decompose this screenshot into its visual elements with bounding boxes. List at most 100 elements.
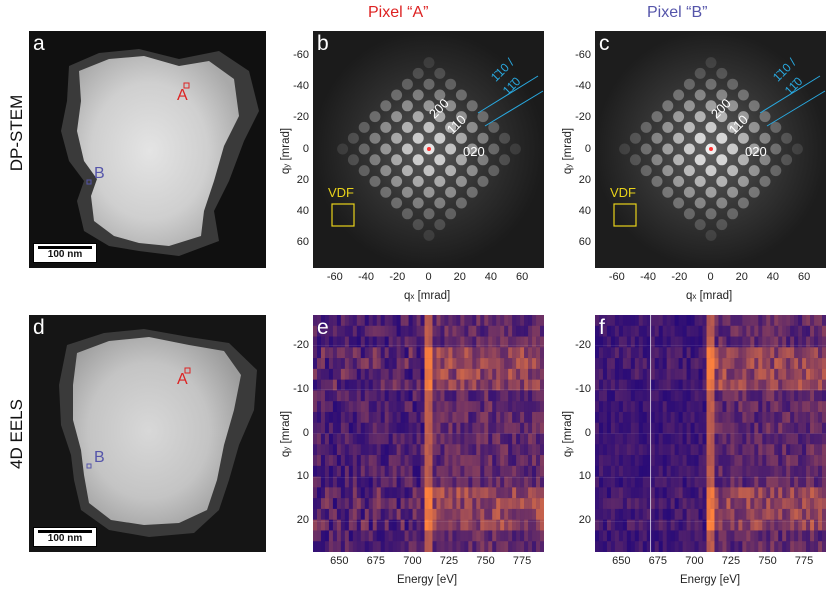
x-tick-label: -60 (608, 271, 625, 283)
x-tick-label: 700 (685, 555, 704, 567)
diffraction-spot (445, 143, 457, 155)
diffraction-spot (727, 208, 739, 220)
diffraction-spot (391, 111, 403, 123)
diffraction-spot (651, 111, 663, 123)
diffraction-spot (412, 132, 424, 144)
panel-letter-f: f (599, 316, 605, 339)
y-tick-label: 0 (584, 426, 591, 439)
y-tick-label: 0 (302, 426, 309, 439)
diffraction-spot (694, 197, 706, 209)
row-label-dp-stem: DP-STEM (7, 94, 26, 172)
scalebar: 100 nm (33, 243, 97, 263)
diffraction-spot (358, 165, 370, 177)
spot-label-020: 020 (745, 144, 767, 159)
diffraction-spot (488, 143, 500, 155)
diffraction-spot (477, 111, 489, 123)
diffraction-spot (737, 132, 749, 144)
diffraction-spot (477, 175, 489, 187)
diffraction-spot (445, 165, 457, 177)
x-tick-label: 675 (648, 555, 668, 567)
x-tick-label: 650 (612, 555, 631, 567)
diffraction-spot (423, 229, 435, 241)
x-tick-label: -40 (358, 271, 375, 283)
diffraction-spot (434, 111, 446, 123)
point-a-label: A (177, 87, 188, 104)
diffraction-spot (347, 154, 359, 166)
vdf-label: VDF (328, 185, 354, 200)
y-tick-label: 0 (302, 142, 309, 155)
diffraction-spot (380, 100, 392, 112)
panel-letter-a: a (33, 32, 45, 55)
diffraction-spot (662, 121, 674, 133)
diffraction-spot (759, 175, 771, 187)
diffraction-spot (694, 89, 706, 101)
diffraction-spot (455, 197, 467, 209)
diffraction-spot (445, 186, 457, 198)
diffraction-spot (488, 165, 500, 177)
panel-letter-c: c (599, 32, 610, 55)
x-tick-label: 750 (758, 555, 777, 567)
diffraction-spot (683, 100, 695, 112)
x-tick-label: -20 (389, 271, 406, 283)
diffraction-spot (770, 121, 782, 133)
y-tick-label: -60 (575, 48, 591, 61)
diffraction-spot (434, 154, 446, 166)
panel-b-diffraction: b 200 110 020 1̄10 / 11̄0 VDF (313, 31, 544, 268)
diffraction-spot (770, 165, 782, 177)
diffraction-spot (499, 154, 511, 166)
diffraction-spot (683, 121, 695, 133)
diffraction-spot (640, 143, 652, 155)
diffraction-spot (748, 165, 760, 177)
diffraction-spot (434, 197, 446, 209)
diffraction-spot (488, 121, 500, 133)
diffraction-spot (466, 186, 478, 198)
diffraction-spot (391, 89, 403, 101)
diffraction-spot (673, 132, 685, 144)
diffraction-spot (445, 100, 457, 112)
y-tick-label: 10 (578, 470, 591, 483)
spot-label-020: 020 (463, 144, 485, 159)
diffraction-spot (737, 111, 749, 123)
diffraction-spot (380, 186, 392, 198)
diffraction-spot (727, 78, 739, 90)
diffraction-spot (683, 208, 695, 220)
diffraction-spot (629, 132, 641, 144)
diffraction-spot (683, 186, 695, 198)
particle-image-a (29, 31, 266, 268)
diffraction-spot (705, 229, 717, 241)
header-pixel-a: Pixel “A” (368, 4, 429, 21)
diffraction-spot (640, 121, 652, 133)
diffraction-spot (651, 154, 663, 166)
diffraction-spot (455, 89, 467, 101)
particle-image-d (29, 315, 266, 552)
diffraction-spot (391, 197, 403, 209)
diffraction-spot (401, 208, 413, 220)
diffraction-spot (619, 143, 631, 155)
diffraction-spot (499, 132, 511, 144)
y-tick-label: -10 (575, 382, 591, 395)
diffraction-spot (705, 208, 717, 220)
diffraction-spot (391, 154, 403, 166)
scalebar-label: 100 nm (47, 249, 83, 260)
diffraction-pattern-c (595, 31, 826, 268)
y-tick-label: -20 (575, 111, 591, 124)
x-tick-label: -40 (640, 271, 657, 283)
diffraction-spot (673, 154, 685, 166)
diffraction-spot (401, 78, 413, 90)
diffraction-spot (716, 219, 728, 231)
diffraction-spot (662, 143, 674, 155)
diffraction-spot (466, 100, 478, 112)
diffraction-spot (337, 143, 349, 155)
scalebar-label: 100 nm (47, 533, 83, 544)
diffraction-spot (423, 100, 435, 112)
x-tick-label: 40 (484, 271, 498, 283)
diffraction-spot (380, 165, 392, 177)
diffraction-spot (673, 111, 685, 123)
point-b-label: B (94, 165, 105, 182)
y-tick-label: 20 (296, 514, 309, 527)
diffraction-spot (705, 186, 717, 198)
y-tick-label: -40 (575, 80, 591, 93)
row-label-4d-eels: 4D EELS (7, 399, 26, 469)
y-tick-label: 60 (578, 236, 591, 249)
diffraction-spot (662, 100, 674, 112)
